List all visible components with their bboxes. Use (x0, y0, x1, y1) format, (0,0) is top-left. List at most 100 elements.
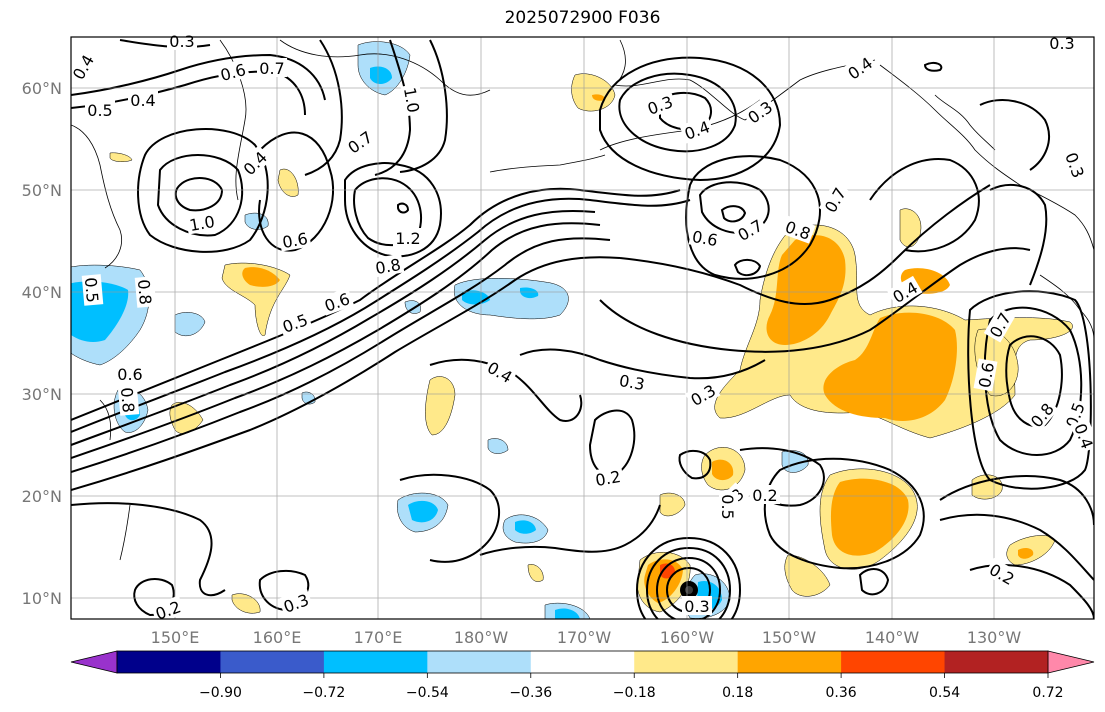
positive-anomaly-core (242, 267, 280, 287)
coastline (119, 504, 131, 561)
contour-line (989, 184, 1048, 286)
cyclone-ring (655, 556, 722, 619)
colorbar-segment (220, 651, 325, 673)
colorbar-tick-label: −0.90 (199, 685, 242, 701)
contour-label: 0.6 (278, 227, 312, 252)
longitude-labels: 150°E 160°E 170°E 180°W 170°W 160°W 150°W 140°W… (151, 628, 1022, 647)
contour-label: 0.3 (615, 369, 649, 394)
longitude-label: 150°W (762, 628, 817, 647)
colorbar-segment (634, 651, 739, 673)
contour-label-text: 0.8 (117, 387, 138, 414)
contour-line (304, 39, 343, 176)
negative-anomaly-region (487, 438, 509, 454)
contour-label: 0.6 (688, 225, 722, 250)
contour-line (983, 306, 1083, 456)
contour-line (258, 131, 335, 252)
contour-label: 0.4 (128, 90, 158, 110)
longitude-label: 130°W (967, 628, 1022, 647)
map-layers (71, 37, 1094, 619)
coastline (99, 399, 112, 441)
colorbar-tick-label: −0.18 (613, 685, 656, 701)
contour-line (720, 205, 747, 223)
longitude-label: 140°W (865, 628, 920, 647)
contour-label: 0.7 (257, 58, 287, 78)
contour-label-text: 0.5 (81, 277, 102, 304)
colorbar-segment (530, 651, 635, 673)
cyclone-ring (645, 546, 732, 619)
contour-label-text: 0.3 (169, 32, 194, 51)
longitude-label: 170°E (354, 628, 403, 647)
map-frame (70, 36, 1095, 620)
contour-label: 0.2 (591, 465, 625, 490)
contour-line (618, 72, 737, 153)
colorbar: −0.90 −0.72 −0.54 −0.36 −0.18 0.18 0.36 0.54 0.7… (70, 650, 1095, 701)
contour-line (939, 513, 1094, 581)
positive-anomaly-region (659, 492, 686, 517)
contour-label: 0.6 (115, 364, 145, 384)
contour-label-text: 0.6 (281, 229, 309, 252)
contour-label: 0.8 (371, 253, 405, 278)
positive-anomaly-region (109, 152, 133, 162)
negative-anomaly-core (370, 66, 392, 84)
contour-line (869, 158, 980, 253)
colorbar-segment (737, 651, 842, 673)
colorbar-segment (841, 651, 946, 673)
contour-label: 1.2 (393, 228, 423, 248)
contour-line (733, 258, 762, 277)
colorbar-segment (117, 651, 221, 673)
strong-positive-core (660, 563, 676, 579)
contour-line (71, 53, 326, 101)
latitude-label: 20°N (22, 487, 62, 506)
contour-line (156, 154, 244, 237)
coastline (934, 94, 996, 151)
contour-line (967, 290, 1092, 490)
contour-label: 0.3 (682, 596, 712, 616)
colorbar-outline (116, 650, 1049, 674)
contour-line (399, 39, 448, 173)
colorbar-tick-label: −0.54 (406, 685, 449, 701)
contour-line (858, 568, 890, 596)
contour-line (939, 475, 1094, 526)
negative-anomaly-core (520, 287, 539, 299)
positive-anomaly-region (277, 168, 299, 197)
positive-anomaly-core (592, 94, 605, 101)
contour-line (71, 209, 596, 446)
contour-line (119, 39, 211, 49)
coastline (489, 154, 606, 173)
contour-line (71, 197, 691, 433)
latitude-label: 40°N (22, 283, 62, 302)
contour-line (137, 128, 269, 253)
latitude-label: 50°N (22, 181, 62, 200)
contour-label-text: 0.3 (618, 371, 646, 394)
colorbar-tick-label: 0.36 (826, 685, 857, 701)
contour-line (71, 502, 226, 597)
contour-label-text: 0.4 (130, 91, 155, 110)
contour-line (479, 504, 661, 556)
contour-line (71, 70, 306, 116)
longitude-label: 170°W (557, 628, 612, 647)
contour-label-text: 1.0 (400, 86, 423, 114)
colorbar-tick-label: 0.18 (722, 685, 753, 701)
contour-line (678, 449, 712, 480)
contour-label-text: 0.3 (684, 597, 709, 616)
contour-label: 1.0 (185, 210, 219, 235)
contour-label-text: 0.2 (594, 467, 622, 490)
contour-label: 0.7 (341, 125, 378, 158)
contour-label-text: 0.2 (752, 486, 777, 505)
latitude-label: 10°N (22, 589, 62, 608)
contour-lines (71, 39, 1094, 619)
latitude-labels: 60°N 50°N 40°N 30°N 20°N 10°N (22, 79, 62, 608)
longitude-label: 160°W (660, 628, 715, 647)
longitude-label: 160°E (253, 628, 302, 647)
colorbar-extend-left (70, 650, 118, 674)
positive-anomaly-core (830, 478, 909, 556)
contour-line (174, 177, 224, 212)
contour-line (979, 99, 1050, 171)
positive-anomaly-core (712, 459, 734, 481)
longitude-label: 150°E (151, 628, 200, 647)
contour-label: 0.5 (85, 100, 115, 120)
coastline (879, 64, 1094, 251)
coastline (219, 39, 247, 201)
contour-line (519, 348, 766, 380)
